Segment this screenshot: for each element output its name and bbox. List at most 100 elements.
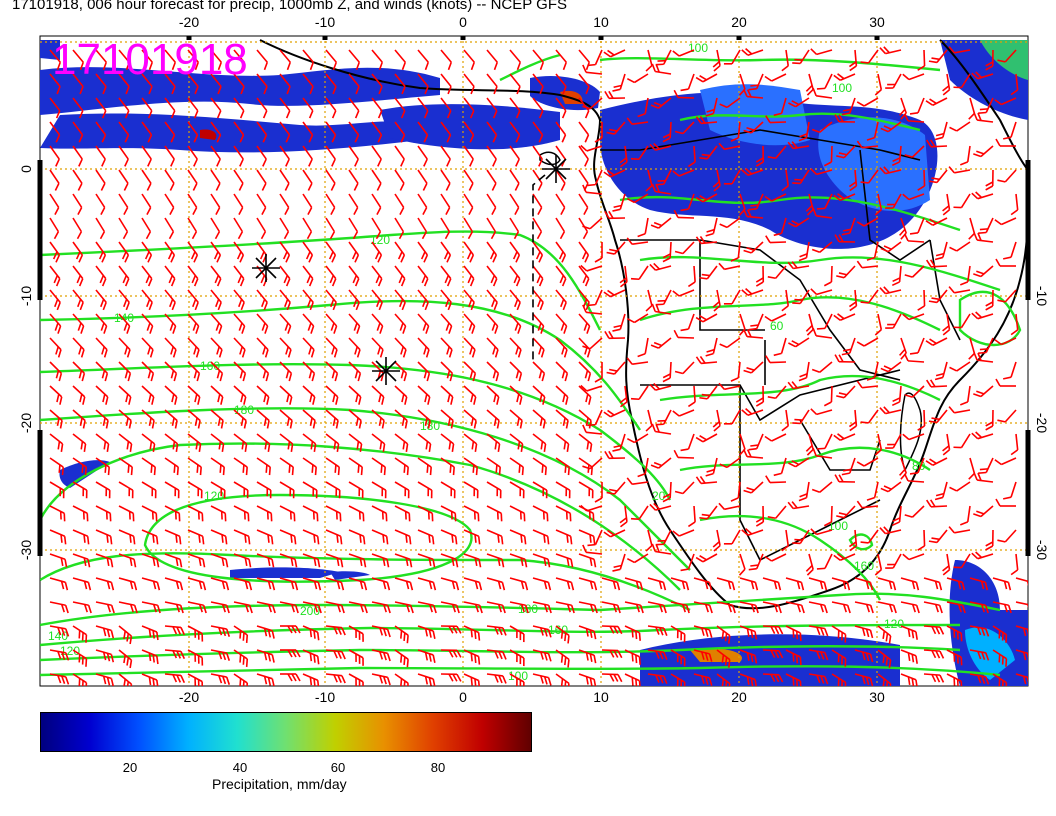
- wind-barb: [739, 601, 759, 614]
- wind-barb: [118, 241, 130, 263]
- wind-barb: [394, 553, 413, 568]
- wind-barb: [302, 529, 320, 545]
- wind-barb: [674, 121, 695, 135]
- wind-barb: [578, 673, 597, 686]
- wind-barb: [325, 457, 340, 476]
- wind-barb: [860, 409, 879, 424]
- wind-barb: [486, 145, 497, 167]
- wind-barb: [95, 241, 107, 263]
- wind-barb: [811, 361, 833, 374]
- wind-barb: [210, 49, 223, 71]
- wind-barb: [928, 289, 948, 304]
- wind-barb: [440, 625, 462, 634]
- wind-barb: [788, 337, 810, 348]
- wind-barb: [773, 457, 787, 477]
- wind-barb: [532, 73, 544, 95]
- wind-barb: [1015, 649, 1028, 662]
- wind-barb: [699, 385, 718, 400]
- wind-barb: [973, 505, 994, 518]
- wind-barb: [612, 193, 626, 212]
- wind-barb: [164, 649, 186, 660]
- wind-barb: [72, 625, 88, 643]
- wind-barb: [348, 145, 359, 167]
- wind-barb: [917, 409, 926, 431]
- wind-barb: [486, 625, 507, 636]
- wind-barb: [1002, 361, 1017, 380]
- wind-barb: [854, 673, 874, 686]
- wind-barb: [917, 169, 926, 191]
- wind-barb: [885, 193, 902, 209]
- wind-barb: [841, 217, 856, 236]
- wind-barb: [210, 649, 231, 661]
- wind-barb: [994, 217, 1017, 226]
- wind-barb: [606, 481, 626, 495]
- wind-barb: [841, 337, 856, 356]
- wind-barb: [834, 474, 856, 483]
- wind-barb: [626, 477, 649, 486]
- wind-barb: [164, 553, 183, 568]
- wind-barb: [233, 361, 247, 382]
- wind-barb: [417, 337, 430, 358]
- wind-barb: [971, 431, 994, 440]
- wind-barb: [723, 169, 741, 185]
- wind-barb: [833, 313, 856, 321]
- wind-barb: [532, 553, 551, 568]
- wind-barb: [816, 433, 833, 450]
- wind-barb: [49, 529, 67, 545]
- wind-barb: [673, 329, 695, 339]
- wind-barb: [923, 577, 943, 591]
- wind-barb: [755, 145, 765, 167]
- wind-barb: [811, 241, 833, 254]
- wind-barb: [325, 577, 345, 591]
- wind-barb: [792, 169, 810, 185]
- wind-barb: [860, 529, 879, 544]
- wind-barb: [808, 649, 829, 661]
- wind-barb: [767, 385, 787, 400]
- wind-barb: [833, 73, 856, 81]
- wind-barb: [959, 385, 971, 406]
- wind-barb: [879, 286, 902, 295]
- wind-barb: [834, 114, 856, 123]
- wind-barb: [626, 237, 649, 246]
- wind-barb: [72, 73, 84, 95]
- wind-barb: [187, 73, 199, 95]
- wind-barb: [649, 382, 672, 391]
- wind-barb: [693, 601, 713, 614]
- wind-barb: [903, 113, 925, 123]
- wind-barb: [555, 505, 572, 522]
- wind-barb: [256, 673, 275, 686]
- wind-barb: [532, 49, 545, 71]
- wind-barb: [141, 553, 160, 568]
- wind-barb: [440, 457, 455, 476]
- wind-barb: [164, 73, 176, 95]
- wind-barb: [486, 265, 498, 287]
- contour-label: 100: [688, 41, 708, 55]
- wind-barb: [624, 649, 641, 665]
- contour-label: 120: [204, 489, 224, 503]
- wind-barb: [580, 264, 603, 272]
- wind-barb: [594, 362, 603, 383]
- wind-barb: [325, 433, 340, 453]
- wind-barb: [187, 241, 199, 263]
- wind-barb: [647, 673, 668, 685]
- wind-barb: [604, 210, 626, 220]
- wind-barb: [695, 313, 718, 323]
- wind-barb: [95, 649, 115, 663]
- wind-barb: [637, 457, 649, 478]
- wind-barb: [279, 145, 290, 167]
- wind-barb: [854, 577, 874, 591]
- wind-barb: [302, 73, 314, 95]
- wind-barb: [925, 139, 948, 148]
- wind-barb: [95, 433, 110, 453]
- wind-barb: [645, 409, 653, 432]
- wind-barb: [302, 265, 314, 287]
- wind-barb: [394, 601, 414, 614]
- wind-barb: [509, 337, 522, 358]
- wind-barb: [440, 529, 458, 545]
- wind-barb: [578, 73, 590, 95]
- wind-barb: [394, 265, 406, 287]
- pressure-center-markers: [252, 155, 570, 385]
- wind-barb: [880, 361, 902, 373]
- wind-barb: [900, 601, 920, 614]
